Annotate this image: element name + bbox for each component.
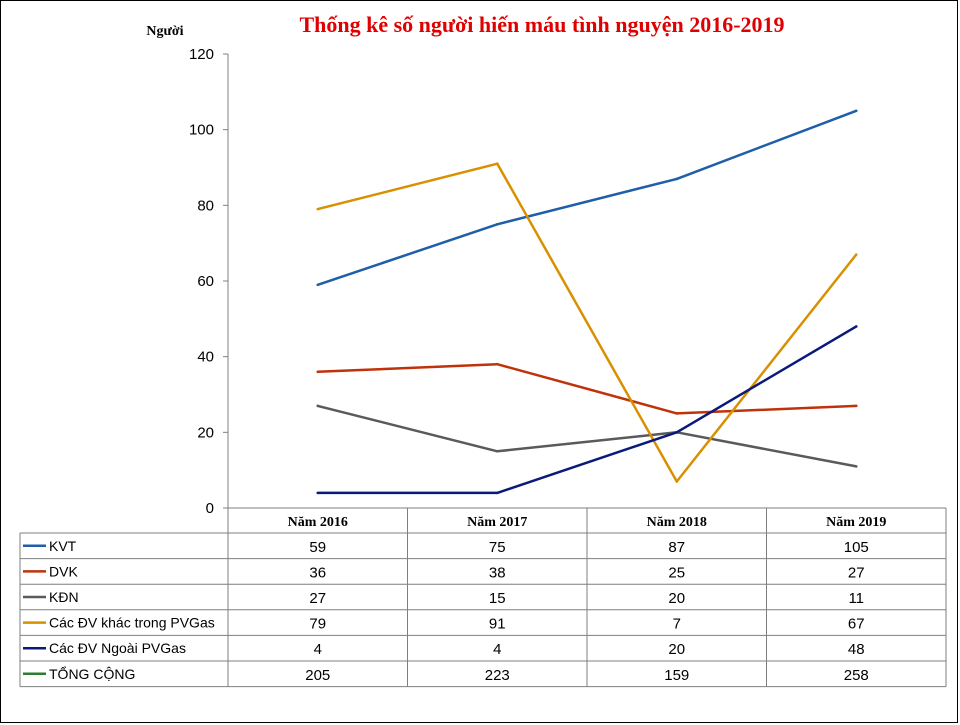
y-tick-label: 20 — [197, 424, 214, 441]
data-point — [675, 480, 679, 483]
data-label: 79 — [309, 616, 326, 633]
data-label: 38 — [489, 564, 506, 581]
series-lines — [316, 109, 858, 495]
data-label: 87 — [668, 539, 685, 556]
y-tick-label: 100 — [189, 122, 214, 139]
data-point — [316, 283, 320, 287]
x-category-label: Năm 2017 — [467, 515, 527, 530]
data-label: 11 — [848, 590, 864, 607]
data-point — [675, 431, 679, 434]
series-line-2 — [317, 404, 857, 468]
data-label: 27 — [848, 564, 865, 581]
data-point — [316, 491, 320, 495]
data-label: 4 — [493, 641, 501, 658]
data-label: 27 — [309, 590, 326, 607]
y-axis-label: Người — [146, 24, 183, 39]
x-category-label: Năm 2018 — [647, 515, 707, 530]
data-point — [495, 491, 499, 495]
series-line-4 — [317, 325, 857, 495]
data-label: 205 — [305, 667, 330, 684]
series-line-0 — [317, 109, 857, 286]
data-label: 59 — [309, 539, 326, 556]
data-point — [495, 222, 499, 226]
y-tick-label: 120 — [189, 46, 214, 63]
y-tick-label: 40 — [197, 349, 214, 366]
x-category-label: Năm 2016 — [288, 515, 348, 530]
data-label: 36 — [309, 564, 326, 581]
data-point — [675, 177, 679, 181]
data-label: 4 — [314, 641, 322, 658]
data-point — [854, 404, 858, 408]
data-label: 20 — [668, 590, 685, 607]
data-label: 25 — [668, 564, 685, 581]
y-tick-label: 80 — [197, 197, 214, 214]
data-point — [316, 370, 320, 374]
data-label: 15 — [489, 590, 506, 607]
data-point — [675, 412, 679, 415]
data-point — [316, 207, 320, 211]
chart-title: Thống kê số người hiến máu tình nguyện 2… — [299, 12, 784, 37]
data-label: 159 — [664, 667, 689, 684]
data-point — [854, 253, 858, 256]
series-line-3 — [317, 162, 858, 483]
series-name: KĐN — [49, 589, 79, 605]
data-table: Năm 2016 Năm 2017 Năm 2018 Năm 2019 KVT 59 75 8… — [19, 507, 947, 688]
series-name: DVK — [49, 563, 78, 579]
data-label: 20 — [668, 641, 685, 658]
data-label: 67 — [848, 616, 865, 633]
y-tick-label: 60 — [197, 273, 214, 290]
y-ticks: 0 20 40 60 80 100 120 — [189, 46, 228, 517]
y-tick-label: 0 — [206, 500, 214, 517]
data-point — [854, 109, 858, 113]
data-label: 7 — [673, 616, 681, 633]
data-point — [316, 404, 320, 408]
x-category-label: Năm 2019 — [826, 515, 886, 530]
data-label: 105 — [844, 539, 869, 556]
data-point — [854, 465, 858, 468]
data-label: 223 — [485, 667, 510, 684]
data-label: 48 — [848, 641, 865, 658]
data-label: 91 — [489, 616, 506, 633]
data-point — [495, 362, 499, 366]
series-name: TỔNG CỘNG — [49, 665, 135, 682]
series-name: KVT — [49, 538, 77, 554]
data-point — [495, 449, 499, 453]
series-name: Các ĐV khác trong PVGas — [49, 615, 215, 631]
series-name: Các ĐV Ngoài PVGas — [49, 640, 186, 656]
series-line-1 — [317, 362, 857, 415]
data-label: 258 — [844, 667, 869, 684]
data-point — [854, 325, 858, 328]
data-point — [495, 162, 499, 166]
data-label: 75 — [489, 539, 506, 556]
